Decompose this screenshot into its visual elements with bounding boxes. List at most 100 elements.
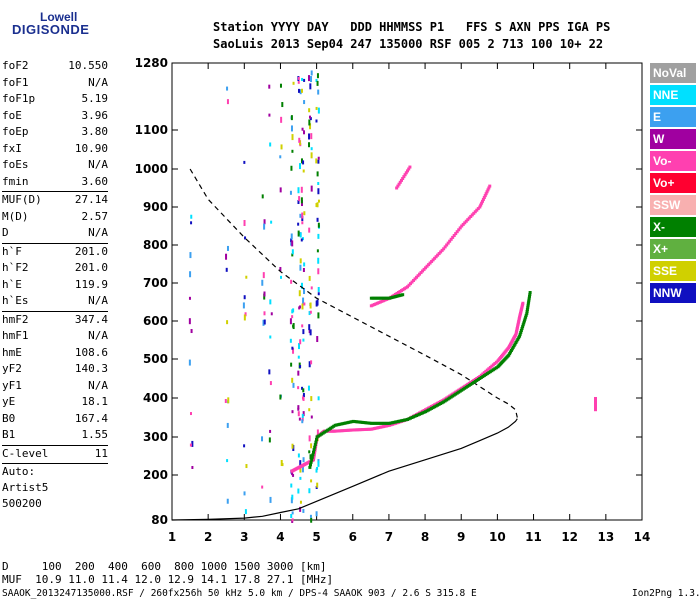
noise-echo [316, 482, 319, 488]
echo-trace-point [413, 277, 417, 281]
noise-echo [188, 318, 191, 325]
noise-echo [310, 147, 313, 151]
echo-trace-point [464, 219, 468, 223]
echo-trace-point [386, 296, 390, 300]
noise-echo [299, 213, 302, 218]
noise-echo [280, 459, 283, 466]
noise-echo [279, 187, 282, 193]
parameter-row: B1 1.55 [2, 427, 108, 444]
noise-echo [315, 78, 318, 82]
noise-echo [226, 459, 229, 463]
echo-trace-point [330, 425, 334, 429]
echo-trace-point [469, 380, 473, 384]
echo-trace-point [421, 269, 425, 273]
echo-trace-point [445, 398, 449, 402]
echo-trace-point [484, 373, 488, 377]
echo-trace-point [485, 372, 489, 376]
noise-echo [301, 212, 304, 219]
echo-trace-point [430, 259, 434, 263]
y-tick-label: 800 [143, 238, 168, 252]
auto-scaling-line3: 500200 [2, 497, 42, 510]
echo-trace-point [480, 201, 484, 205]
noise-echo [308, 450, 311, 454]
echo-trace-point [351, 428, 355, 432]
echo-trace-point [312, 458, 315, 462]
noise-echo [263, 319, 266, 325]
y-tick-label: 1280 [135, 56, 168, 70]
parameter-name: yF2 [2, 362, 22, 375]
echo-trace-point [494, 360, 498, 364]
echo-trace-point [387, 423, 391, 427]
echo-trace-point [312, 452, 316, 456]
noise-echo [299, 476, 302, 480]
parameter-panel: foF2 10.550 foF1 N/A foF1p 5.19 foE 3.96 foEp 3.8… [2, 58, 108, 512]
echo-trace-point [404, 286, 408, 290]
echo-trace-point [461, 385, 465, 389]
echo-trace-point [430, 404, 434, 408]
echo-trace-point [419, 271, 423, 275]
noise-echo [301, 386, 304, 390]
echo-trace-point [401, 418, 405, 422]
noise-echo [315, 511, 318, 517]
noise-echo [308, 115, 311, 119]
noise-echo [310, 286, 313, 290]
noise-echo [225, 253, 228, 260]
legend: NoVal NNE E W Vo- Vo+ SSW X- X+ SSE NNW [650, 63, 696, 305]
echo-trace-point [475, 378, 479, 382]
echo-trace-point [386, 421, 390, 425]
parameter-name: h`Es [2, 294, 29, 307]
echo-trace-point [375, 296, 379, 300]
echo-trace-point [378, 421, 382, 425]
parameter-value: 2.57 [81, 209, 109, 223]
echo-trace-point [353, 420, 357, 424]
y-tick-label: 80 [151, 513, 168, 527]
noise-echo [308, 142, 311, 148]
echo-trace-point [384, 421, 388, 425]
noise-echo [290, 514, 293, 519]
parameter-row: fmin 3.60 [2, 174, 108, 191]
echo-trace-point [475, 377, 479, 380]
echo-trace-point [381, 296, 385, 300]
logo-digisonde: DIGISONDE [12, 22, 90, 37]
y-tick-label: 300 [143, 430, 168, 444]
profile-dashed-line [189, 168, 518, 418]
echo-trace-point [390, 421, 394, 425]
echo-trace-point [421, 411, 425, 415]
parameter-row: yF2 140.3 [2, 361, 108, 378]
echo-trace-point [479, 376, 483, 380]
noise-echo [269, 381, 272, 386]
echo-trace-point [451, 235, 455, 239]
parameter-row: foEp 3.80 [2, 124, 108, 141]
noise-echo [308, 408, 311, 412]
echo-trace-point [481, 197, 485, 201]
noise-echo [317, 312, 320, 319]
echo-trace-point [483, 194, 487, 198]
echo-trace-point [339, 429, 343, 433]
noise-echo [297, 76, 300, 80]
parameter-row: foF2 10.550 [2, 58, 108, 75]
noise-echo [243, 160, 246, 164]
echo-trace-point [384, 296, 388, 300]
parameter-name: MUF(D) [2, 193, 42, 206]
echo-trace-point [460, 224, 464, 228]
noise-echo [298, 137, 301, 143]
noise-echo [309, 454, 312, 460]
echo-trace-point [473, 377, 477, 381]
noise-echo [300, 88, 303, 93]
parameter-value: N/A [88, 75, 108, 89]
echo-trace-point [448, 396, 452, 400]
noise-echo [268, 84, 271, 89]
echo-trace-point [407, 417, 411, 421]
echo-trace-point [524, 315, 528, 319]
echo-trace-point [479, 203, 483, 207]
echo-trace-point [527, 298, 531, 302]
noise-echo [307, 75, 310, 82]
noise-echo [292, 347, 295, 354]
echo-trace-point [398, 290, 402, 294]
echo-trace-point [363, 427, 367, 431]
echo-trace-point [344, 428, 348, 432]
parameter-separator [2, 191, 108, 192]
parameter-row: foE 3.96 [2, 108, 108, 125]
noise-echo [263, 219, 266, 225]
noise-echo [302, 457, 305, 463]
